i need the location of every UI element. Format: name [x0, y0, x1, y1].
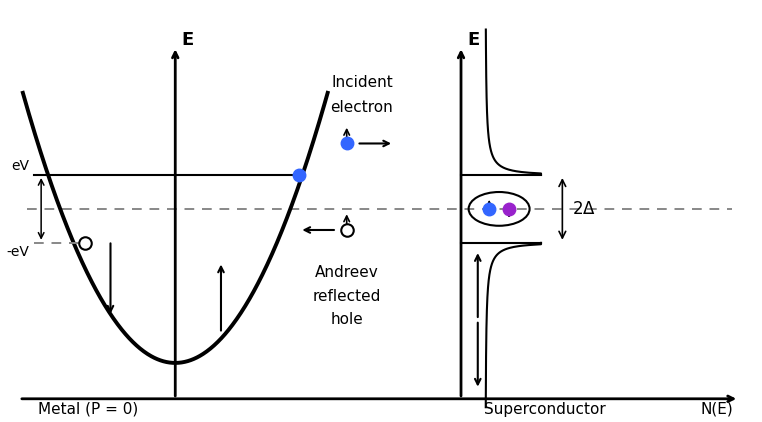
Text: E: E [467, 30, 479, 49]
Text: N(E): N(E) [700, 402, 733, 417]
Text: electron: electron [331, 100, 393, 115]
Text: 2$\Delta$: 2$\Delta$ [572, 200, 595, 218]
Text: eV: eV [11, 159, 29, 173]
Text: Incident: Incident [331, 75, 393, 90]
Text: Andreev: Andreev [315, 265, 379, 280]
Text: Superconductor: Superconductor [484, 402, 606, 417]
Text: hole: hole [331, 312, 363, 327]
Text: E: E [181, 30, 194, 49]
Text: reflected: reflected [312, 289, 381, 304]
Text: Metal (P = 0): Metal (P = 0) [37, 402, 138, 417]
Text: -eV: -eV [6, 245, 29, 259]
